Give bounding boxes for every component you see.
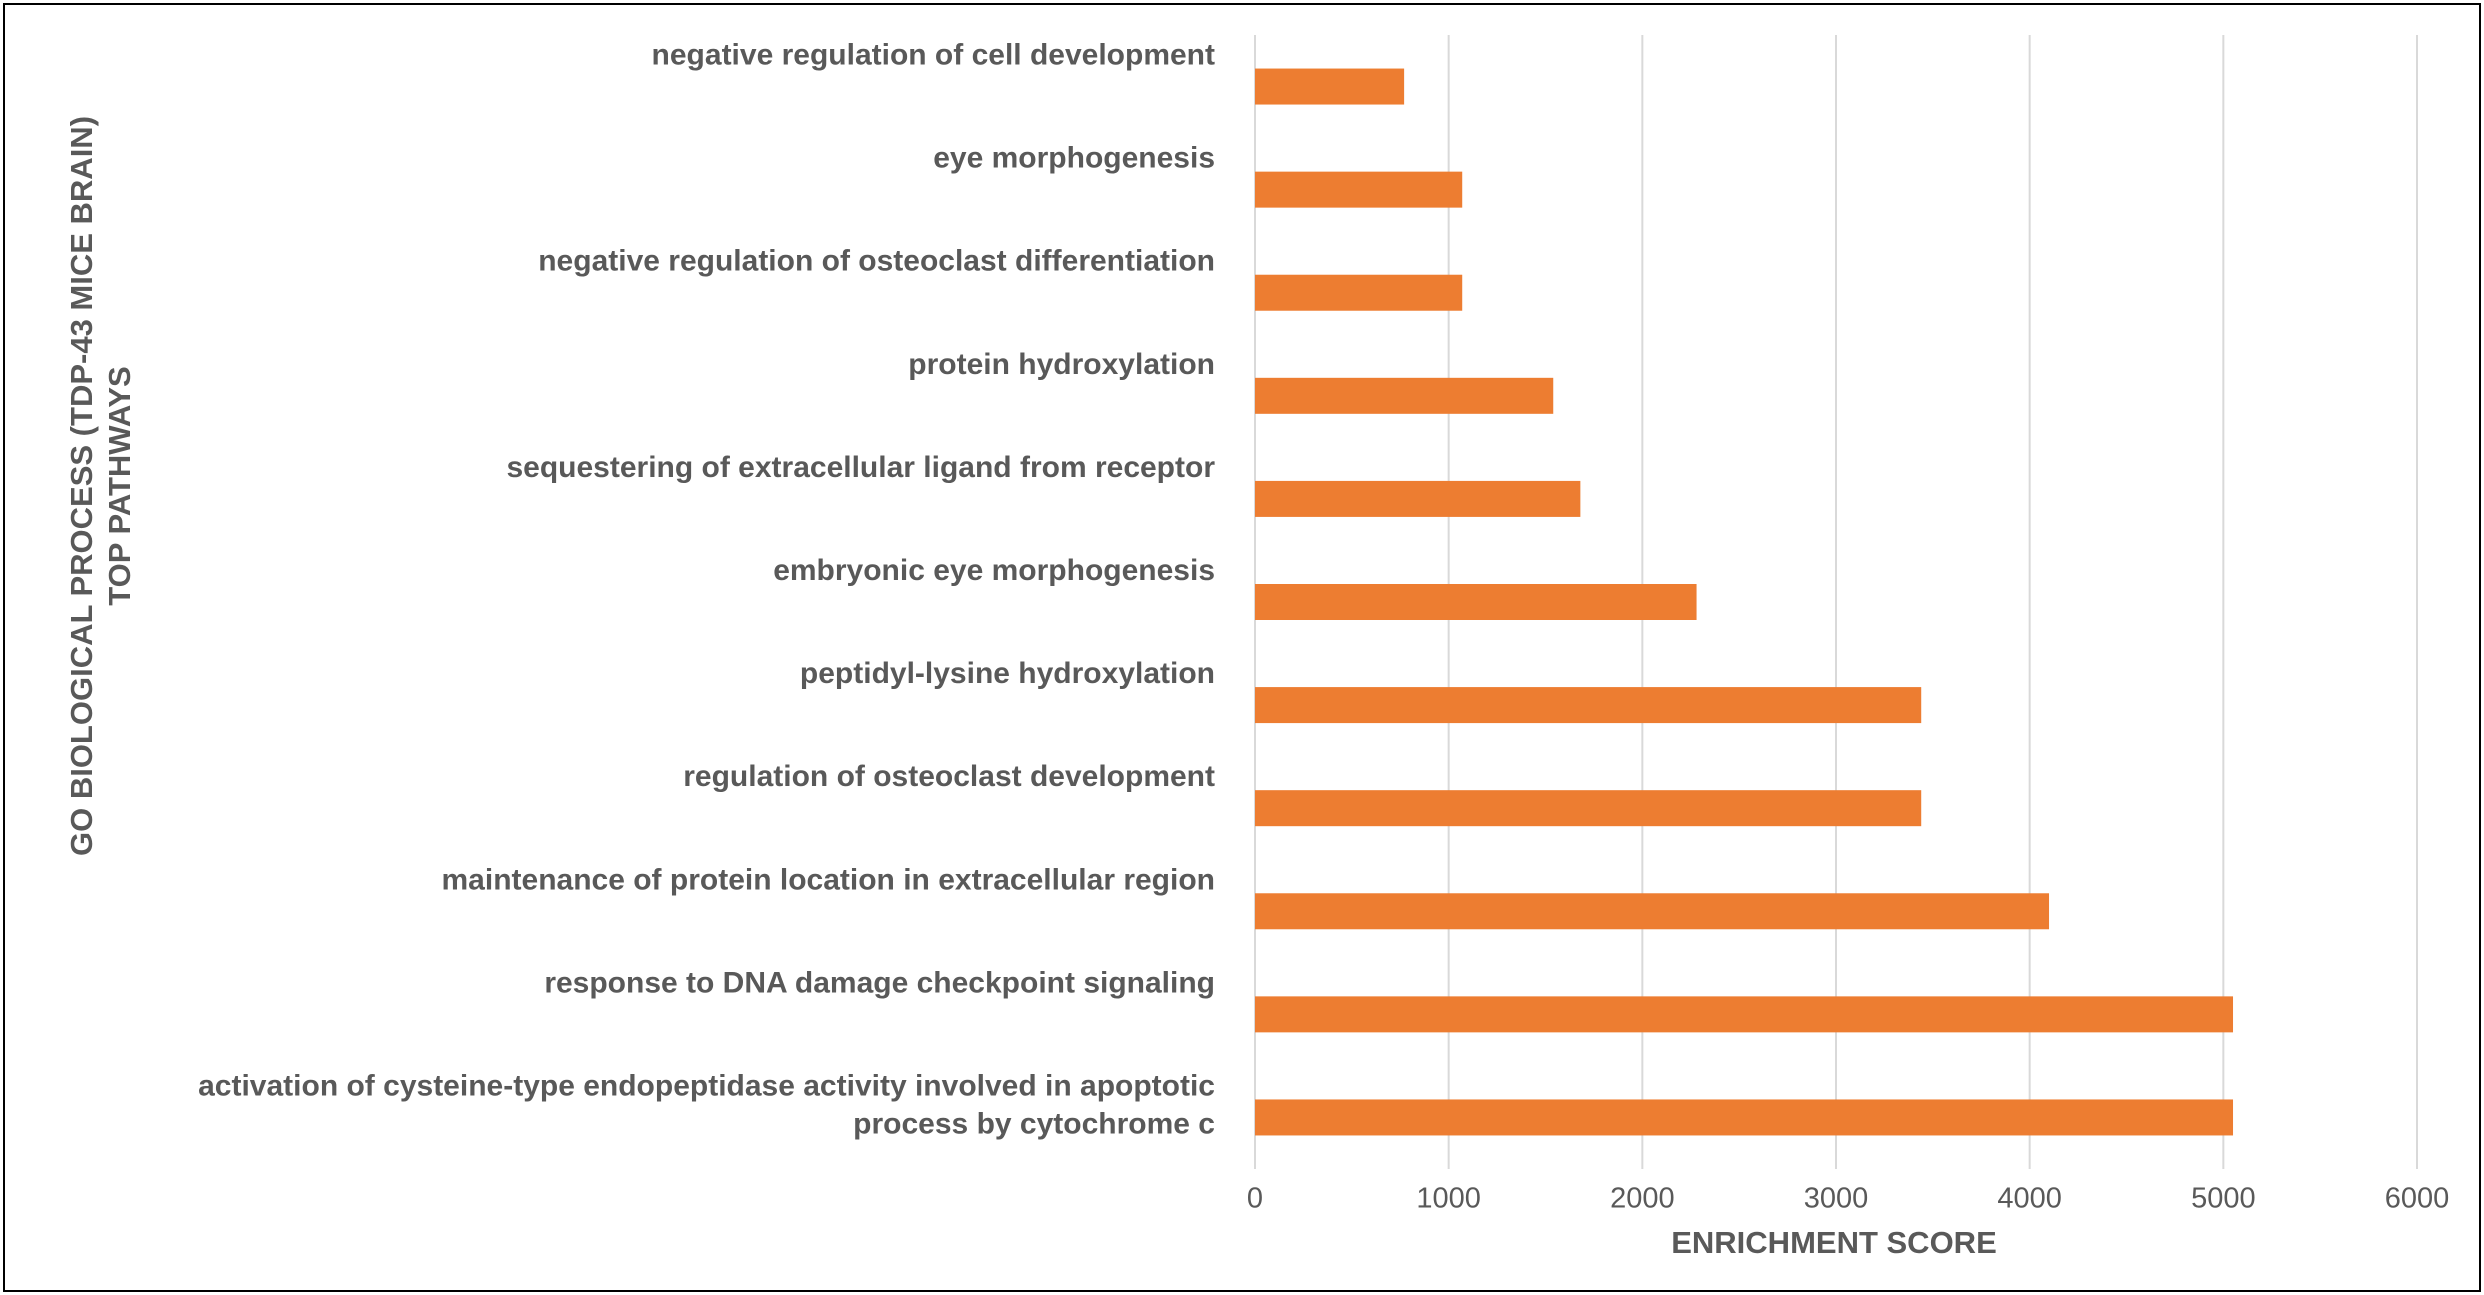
y-tick-label: negative regulation of cell development (652, 38, 1215, 71)
y-tick-label: sequestering of extracellular ligand fro… (506, 451, 1215, 484)
bar (1255, 996, 2234, 1033)
bar (1255, 274, 1463, 311)
bar (1255, 1099, 2234, 1136)
y-tick-label: eye morphogenesis (933, 142, 1215, 175)
x-tick-label: 0 (1247, 1183, 1263, 1215)
x-axis-title: ENRICHMENT SCORE (1671, 1225, 1997, 1260)
bar (1255, 687, 1922, 724)
x-tick-label: 2000 (1610, 1183, 1675, 1215)
y-tick-label: peptidyl-lysine hydroxylation (800, 657, 1215, 690)
x-tick-label: 5000 (2191, 1183, 2256, 1215)
bar (1255, 893, 2050, 930)
y-axis-title-line: GO BIOLOGICAL PROCESS (TDP-43 MICE BRAIN… (64, 116, 99, 856)
y-tick-label: regulation of osteoclast development (683, 760, 1215, 793)
y-tick-label: negative regulation of osteoclast differ… (538, 245, 1215, 278)
x-tick-label: 4000 (1997, 1183, 2062, 1215)
y-tick-label: embryonic eye morphogenesis (773, 554, 1215, 587)
y-tick-label: activation of cysteine-type endopeptidas… (198, 1069, 1215, 1140)
y-axis-title: GO BIOLOGICAL PROCESS (TDP-43 MICE BRAIN… (64, 116, 137, 856)
bar (1255, 480, 1581, 517)
x-tick-label: 3000 (1804, 1183, 1869, 1215)
y-tick-label: protein hydroxylation (908, 348, 1215, 381)
frame (3, 3, 2481, 1292)
y-axis-title-line: TOP PATHWAYS (102, 366, 137, 605)
bar (1255, 790, 1922, 827)
x-tick-label: 1000 (1416, 1183, 1481, 1215)
y-tick-label: maintenance of protein location in extra… (442, 863, 1216, 896)
x-tick-label: 6000 (2385, 1183, 2450, 1215)
bar (1255, 68, 1405, 105)
bar (1255, 171, 1463, 208)
bar (1255, 377, 1554, 414)
bar (1255, 584, 1697, 620)
y-tick-label: response to DNA damage checkpoint signal… (544, 966, 1215, 999)
